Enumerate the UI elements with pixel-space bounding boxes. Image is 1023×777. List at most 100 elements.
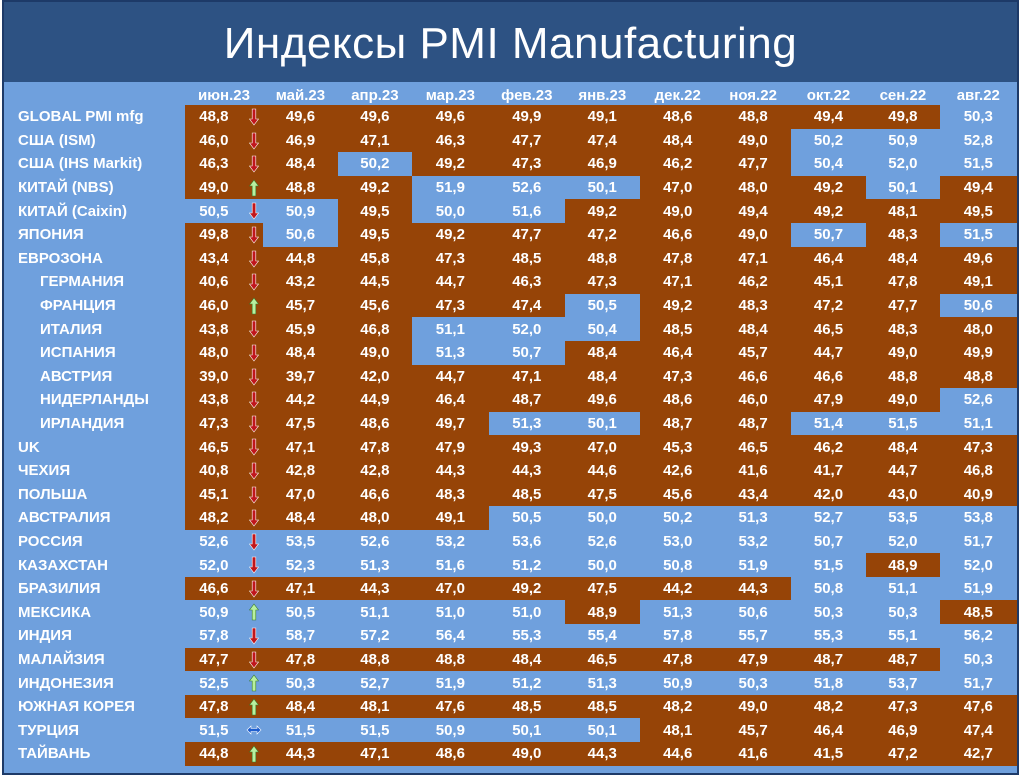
- table-row: США (ISM) 46,0 46,9 47,1 46,3 47,7 47,4 48,4 49,…: [12, 128, 1017, 153]
- value-cell: 57,2: [338, 624, 412, 648]
- cell-value: 46,5: [199, 438, 229, 456]
- current-value-cell: 46,5: [185, 435, 263, 459]
- value-cell: 47,4: [939, 718, 1017, 743]
- page-title: Индексы PMI Manufacturing: [4, 2, 1017, 82]
- cell-value: 49,2: [360, 179, 390, 197]
- value-cell: 50,5: [262, 600, 339, 625]
- cell-value: 51,6: [435, 556, 465, 574]
- value-cell: 51,5: [262, 718, 339, 743]
- cell-value: 47,7: [512, 226, 542, 244]
- cell-value: 43,4: [199, 249, 229, 267]
- cell-value: 50,3: [888, 603, 918, 621]
- cell-value: 48,4: [587, 367, 617, 385]
- value-cell: 50,1: [564, 718, 640, 743]
- value-cell: 46,9: [262, 128, 339, 153]
- value-cell: 51,4: [790, 411, 867, 436]
- cell-value: 53,6: [512, 532, 542, 550]
- country-label: ИНДИЯ: [18, 627, 72, 645]
- arrow-down-icon: [248, 391, 259, 409]
- cell-value: 52,5: [199, 674, 229, 692]
- cell-value: 48,7: [512, 391, 542, 409]
- cell-value: 47,6: [435, 698, 465, 716]
- cell-value: 40,6: [199, 273, 229, 291]
- value-cell: 50,9: [640, 671, 716, 695]
- arrow-up-icon: [248, 674, 259, 692]
- arrow-down-icon: [248, 486, 259, 503]
- value-cell: 45,6: [338, 293, 412, 318]
- table-row: GLOBAL PMI mfg 48,8 49,6 49,6 49,6 49,9 49,1 48…: [12, 105, 1017, 129]
- value-cell: 48,4: [262, 694, 339, 719]
- value-cell: 46,9: [564, 152, 640, 176]
- cell-value: 46,5: [813, 320, 844, 338]
- value-cell: 51,6: [411, 553, 490, 577]
- current-value-cell: 46,3: [185, 152, 263, 176]
- cell-value: 47,7: [738, 155, 768, 173]
- value-cell: 50,0: [411, 199, 490, 223]
- cell-value: 56,4: [435, 627, 465, 645]
- cell-value: 50,9: [888, 131, 918, 149]
- value-cell: 50,7: [790, 222, 867, 247]
- cell-value: 44,3: [512, 462, 542, 480]
- cell-value: 43,0: [888, 485, 918, 503]
- value-cell: 47,9: [411, 435, 490, 459]
- cell-value: 51,1: [435, 320, 465, 338]
- country-label: НИДЕРЛАНДЫ: [40, 391, 149, 409]
- value-cell: 47,1: [338, 742, 412, 766]
- country-label: ПОЛЬША: [18, 485, 88, 503]
- cell-value: 49,2: [813, 202, 844, 220]
- table-row: КИТАЙ (NBS) 49,0 48,8 49,2 51,9 52,6 50,1 47,0 4…: [12, 175, 1017, 200]
- cell-value: 44,2: [285, 391, 316, 409]
- arrow-down-icon: [248, 203, 259, 220]
- value-cell: 48,8: [715, 105, 791, 129]
- value-cell: 42,8: [338, 458, 412, 483]
- value-cell: 51,3: [640, 600, 716, 625]
- value-cell: 53,0: [640, 529, 716, 554]
- cell-value: 48,6: [360, 415, 390, 433]
- value-cell: 48,1: [640, 718, 716, 743]
- value-cell: 47,8: [640, 246, 716, 271]
- value-cell: 52,0: [866, 529, 940, 554]
- country-label: ЮЖНАЯ КОРЕЯ: [18, 698, 135, 716]
- value-cell: 44,3: [338, 576, 412, 601]
- value-cell: 45,7: [715, 340, 791, 365]
- value-cell: 44,7: [411, 270, 490, 294]
- country-label: КИТАЙ (NBS): [18, 179, 114, 197]
- current-value-cell: 48,8: [185, 105, 263, 129]
- cell-value: 50,5: [512, 509, 542, 527]
- current-value-cell: 43,8: [185, 317, 263, 341]
- cell-value: 48,7: [738, 415, 768, 433]
- value-cell: 48,5: [640, 317, 716, 341]
- cell-value: 44,8: [199, 745, 229, 763]
- current-value-cell: 46,0: [185, 128, 263, 153]
- cell-value: 50,9: [435, 721, 465, 739]
- cell-value: 44,5: [360, 273, 390, 291]
- country-label: GLOBAL PMI mfg: [18, 108, 144, 126]
- arrow-down-icon: [248, 344, 259, 362]
- cell-value: 53,7: [888, 674, 918, 692]
- value-cell: 48,4: [715, 317, 791, 341]
- cell-value: 47,5: [587, 580, 617, 598]
- value-cell: 49,4: [790, 105, 867, 129]
- cell-value: 46,8: [963, 462, 993, 480]
- value-cell: 57,8: [640, 624, 716, 648]
- cell-value: 50,4: [587, 320, 617, 338]
- value-cell: 49,5: [338, 199, 412, 223]
- value-cell: 47,1: [262, 576, 339, 601]
- value-cell: 49,3: [489, 435, 565, 459]
- cell-value: 51,7: [963, 532, 993, 550]
- arrow-up-icon: [248, 297, 259, 315]
- cell-value: 51,5: [360, 721, 390, 739]
- cell-value: 47,1: [738, 249, 768, 267]
- cell-value: 51,9: [435, 179, 465, 197]
- cell-value: 44,6: [663, 745, 693, 763]
- value-cell: 41,5: [790, 742, 867, 766]
- value-cell: 41,6: [715, 742, 791, 766]
- value-cell: 49,2: [790, 175, 867, 200]
- value-cell: 49,2: [338, 175, 412, 200]
- country-label: ТУРЦИЯ: [18, 721, 80, 739]
- table-row: ЯПОНИЯ 49,8 50,6 49,5 49,2 47,7 47,2 46,6 49,0 50…: [12, 222, 1017, 247]
- cell-value: 49,6: [587, 391, 617, 409]
- value-cell: 48,8: [411, 647, 490, 672]
- cell-value: 48,8: [738, 108, 768, 126]
- cell-value: 48,4: [285, 698, 316, 716]
